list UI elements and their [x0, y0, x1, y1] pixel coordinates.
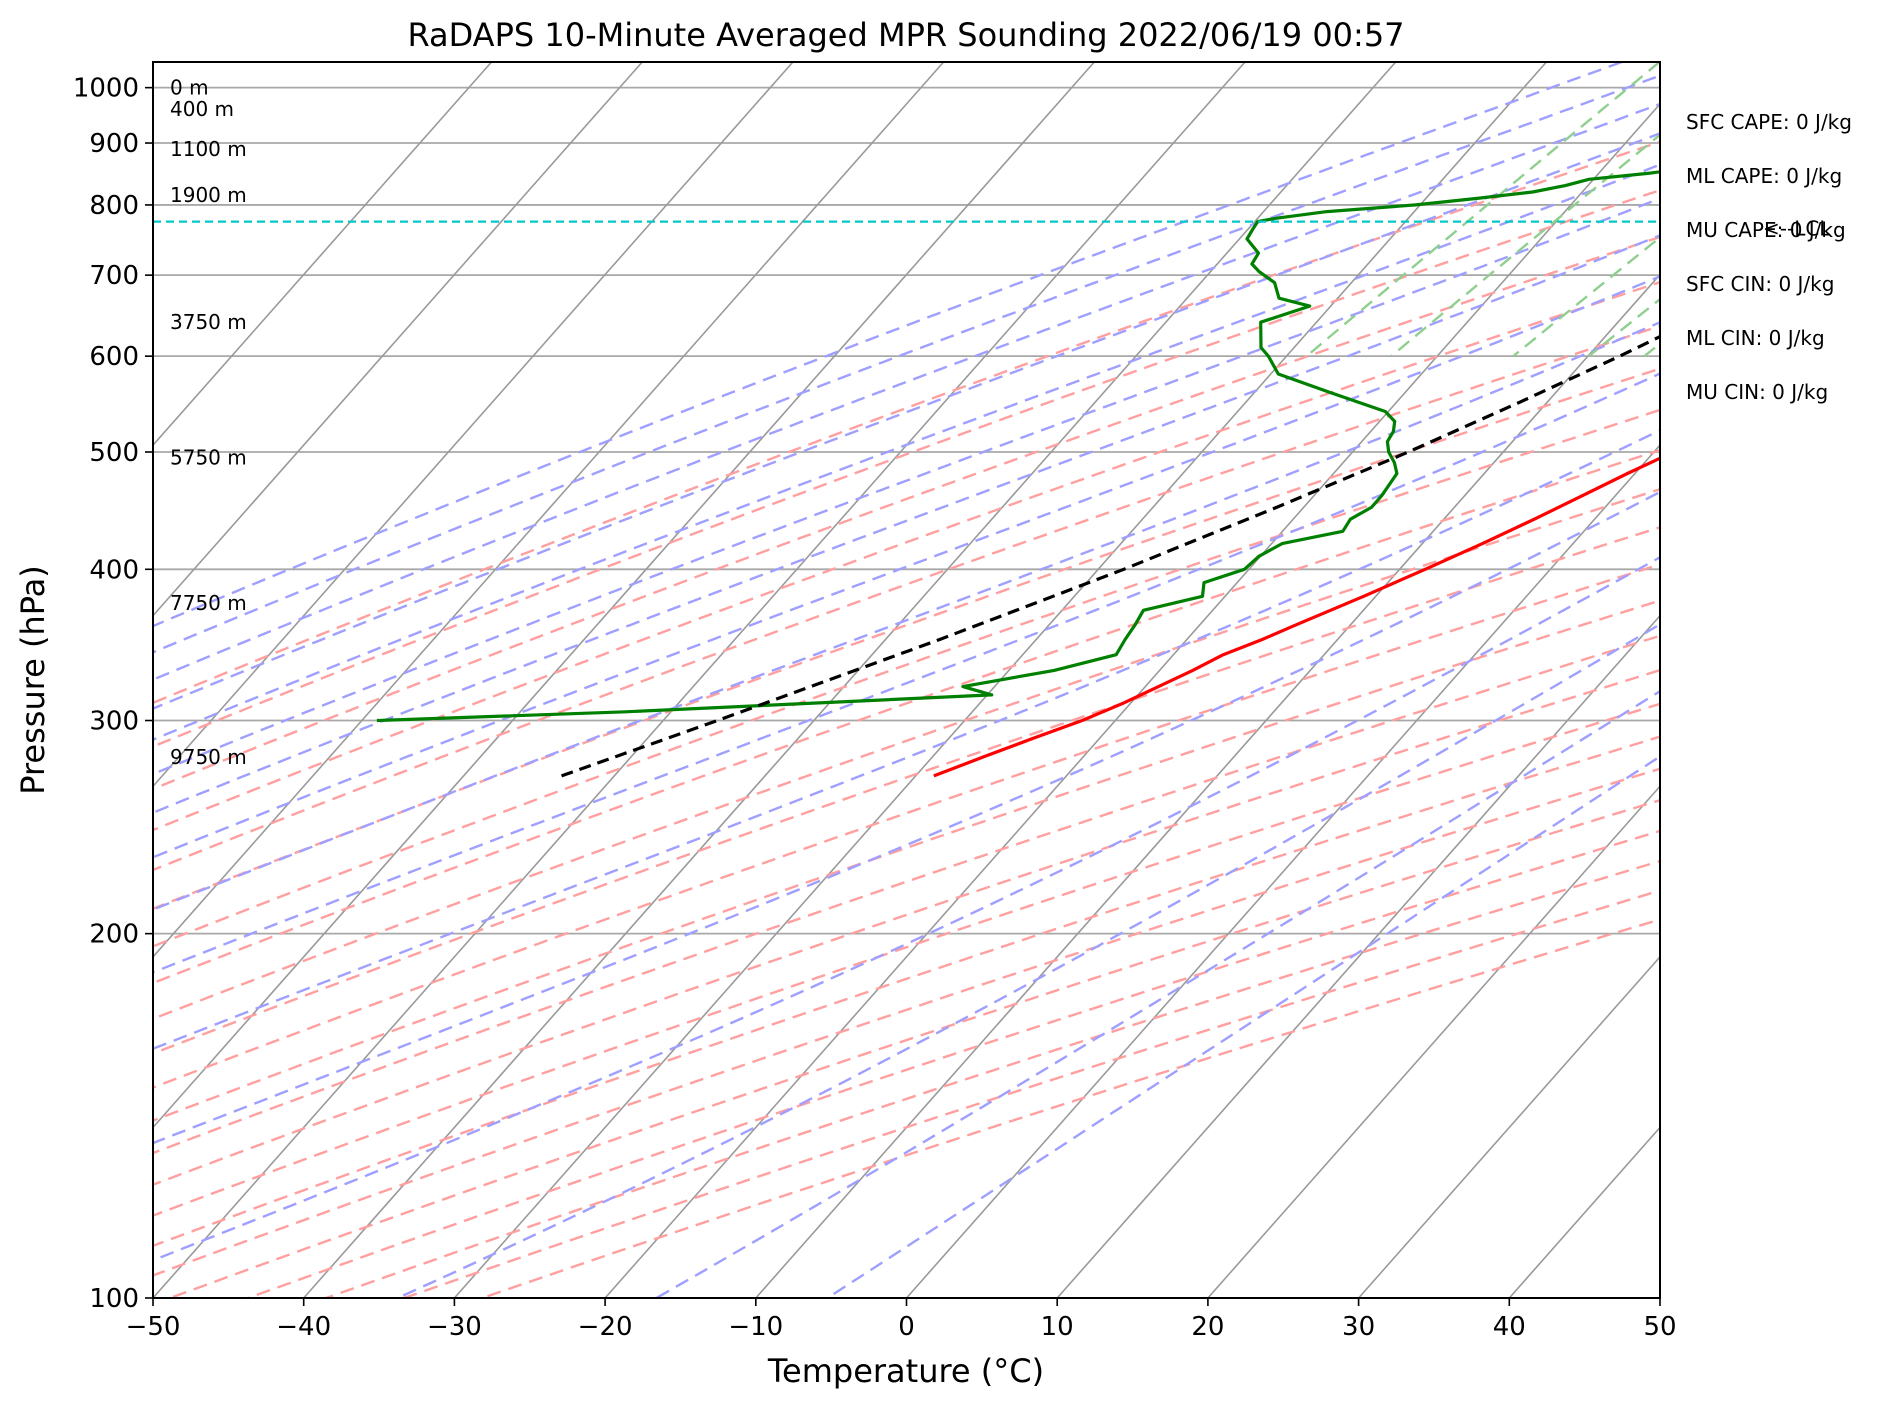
y-axis-title: Pressure (hPa)	[14, 565, 52, 795]
height-label: 3750 m	[170, 310, 247, 334]
x-tick-label: 10	[1041, 1312, 1074, 1342]
y-tick-label: 400	[89, 555, 139, 585]
x-tick-label: −30	[427, 1312, 482, 1342]
chart-title: RaDAPS 10-Minute Averaged MPR Sounding 2…	[407, 16, 1404, 54]
y-tick-label: 700	[89, 261, 139, 291]
height-label: 0 m	[170, 76, 209, 100]
index-label: SFC CIN: 0 J/kg	[1686, 272, 1834, 296]
index-label: ML CIN: 0 J/kg	[1686, 326, 1825, 350]
x-tick-label: −20	[578, 1312, 633, 1342]
y-tick-label: 1000	[73, 74, 139, 104]
index-label: SFC CAPE: 0 J/kg	[1686, 110, 1852, 134]
height-label: 5750 m	[170, 445, 247, 469]
x-tick-label: −40	[276, 1312, 331, 1342]
x-tick-label: 30	[1342, 1312, 1375, 1342]
height-label: 1100 m	[170, 137, 247, 161]
height-label: 1900 m	[170, 183, 247, 207]
x-tick-label: 0	[898, 1312, 915, 1342]
y-tick-label: 200	[89, 920, 139, 950]
x-tick-label: 20	[1191, 1312, 1224, 1342]
y-tick-label: 900	[89, 129, 139, 159]
height-label: 9750 m	[170, 745, 247, 769]
index-label: ML CAPE: 0 J/kg	[1686, 164, 1842, 188]
x-tick-label: −50	[126, 1312, 181, 1342]
y-tick-label: 600	[89, 342, 139, 372]
x-tick-label: 40	[1493, 1312, 1526, 1342]
height-label: 7750 m	[170, 591, 247, 615]
x-tick-label: −10	[728, 1312, 783, 1342]
y-tick-label: 300	[89, 707, 139, 737]
index-label: MU CAPE: 0 J/kg	[1686, 218, 1846, 242]
y-tick-label: 500	[89, 438, 139, 468]
y-tick-label: 100	[89, 1284, 139, 1314]
index-label: MU CIN: 0 J/kg	[1686, 380, 1828, 404]
y-tick-label: 800	[89, 191, 139, 221]
x-axis-title: Temperature (°C)	[767, 1352, 1044, 1390]
height-label: 400 m	[170, 97, 234, 121]
x-tick-label: 50	[1643, 1312, 1676, 1342]
